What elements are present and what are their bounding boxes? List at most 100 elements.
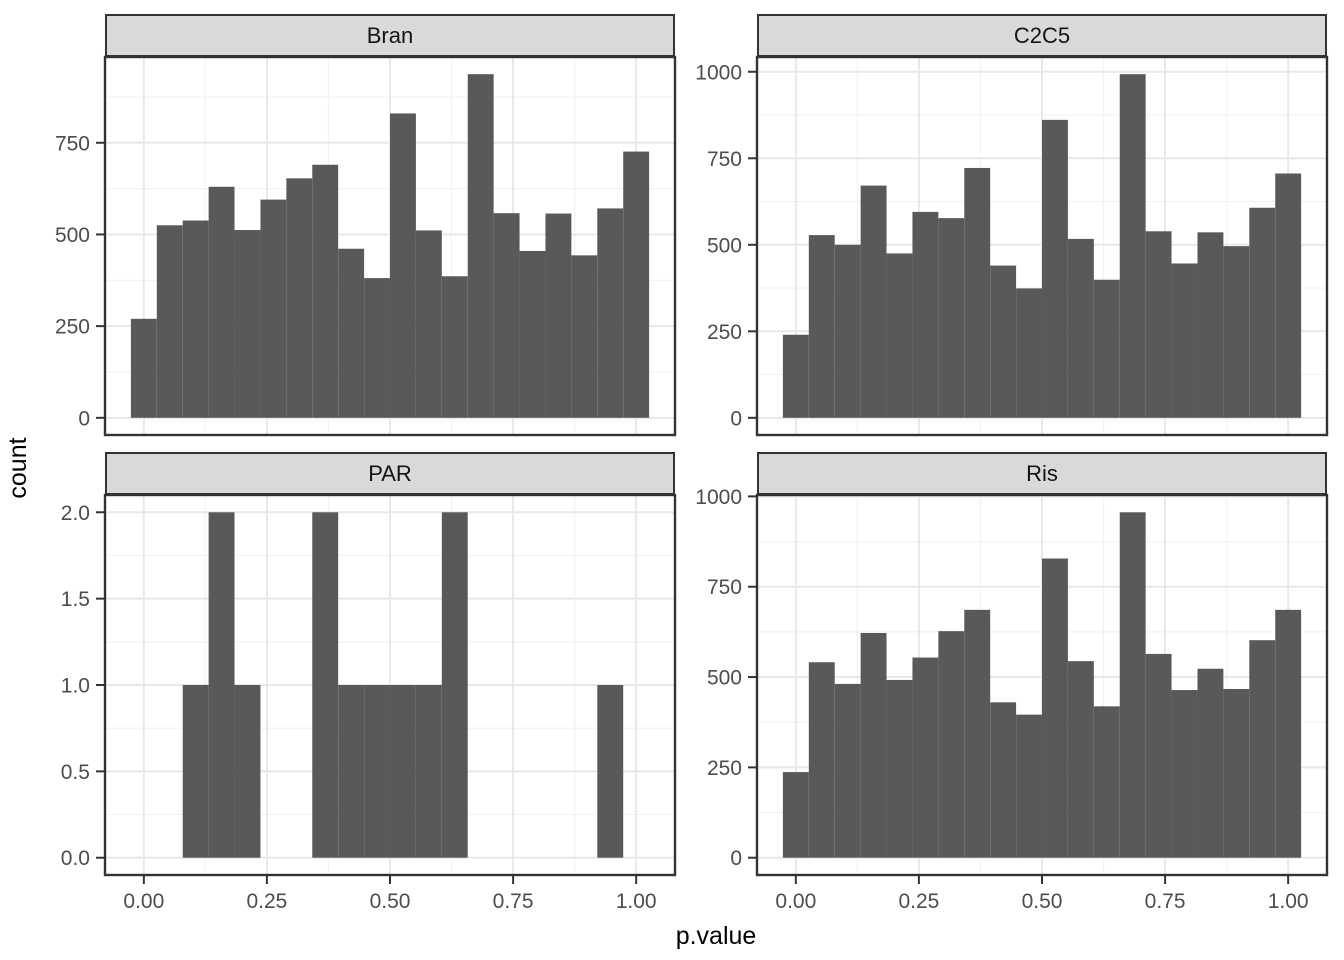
histogram-bar: [338, 685, 365, 858]
y-axis-tick-label: 0: [730, 847, 742, 870]
histogram-bar: [886, 679, 913, 858]
histogram-bar: [182, 220, 209, 418]
histogram-bar: [834, 683, 861, 858]
histogram-bar: [1275, 609, 1302, 858]
histogram-bar: [493, 213, 520, 418]
histogram-bar: [1042, 119, 1068, 418]
facet-strip-par: PAR: [105, 452, 675, 495]
histogram-bar: [1197, 668, 1224, 858]
panel-border: [755, 493, 1329, 877]
y-axis-tick-label: 750: [55, 132, 90, 155]
histogram-bar: [1171, 263, 1198, 418]
x-axis-tick-label: 0.25: [898, 890, 939, 913]
histogram-bar: [1171, 690, 1198, 858]
x-axis-tick-label: 0.50: [1022, 890, 1063, 913]
histogram-bar: [1145, 231, 1172, 418]
y-axis-tick-label: 0: [78, 407, 90, 430]
histogram-bar: [182, 685, 209, 858]
y-axis-tick-label: 750: [707, 148, 742, 171]
x-axis-tick-label: 0.00: [775, 890, 816, 913]
x-axis-tick-label: 0.00: [123, 890, 164, 913]
histogram-bar: [938, 218, 965, 418]
histogram-bar: [1275, 173, 1302, 418]
x-axis-title: p.value: [675, 922, 757, 950]
histogram-bar: [312, 512, 339, 858]
histogram-bar: [1016, 288, 1042, 418]
histogram-bar: [808, 662, 835, 858]
y-axis-tick-label: 500: [707, 667, 742, 690]
histogram-bar: [1223, 688, 1250, 858]
x-axis-tick-label: 0.25: [246, 890, 287, 913]
histogram-bar: [912, 657, 939, 858]
y-axis-tick-label: 0.5: [61, 761, 90, 784]
y-axis-tick-label: 1000: [695, 61, 742, 84]
histogram-bar: [545, 213, 572, 418]
facet-label-bran: Bran: [366, 22, 414, 48]
panel-border: [103, 55, 677, 437]
histogram-bar: [415, 230, 442, 418]
histogram-bar: [808, 235, 835, 418]
histogram-bar: [390, 685, 416, 858]
y-axis-tick-label: 0.0: [61, 847, 90, 870]
y-axis-tick-label: 250: [55, 316, 90, 339]
y-axis-tick-label: 1.5: [61, 588, 90, 611]
histogram-bar: [964, 167, 991, 418]
y-axis-tick-label: 1000: [695, 486, 742, 509]
histogram-bar: [964, 609, 991, 858]
y-axis-tick-label: 1.0: [61, 675, 90, 698]
histogram-bar: [519, 250, 546, 418]
histogram-bar: [415, 685, 442, 858]
panel-border: [103, 493, 677, 877]
histogram-bar: [260, 199, 287, 418]
histogram-bar: [571, 255, 598, 418]
y-axis-tick-label: 750: [707, 576, 742, 599]
x-axis-tick-label: 1.00: [1268, 890, 1309, 913]
histogram-bar: [597, 208, 624, 418]
histogram-bar: [623, 151, 650, 418]
histogram-bar: [364, 685, 390, 858]
histogram-bar: [1145, 653, 1172, 858]
x-axis-tick-label: 1.00: [616, 890, 657, 913]
facet-strip-bran: Bran: [105, 14, 675, 57]
y-axis-title: count: [4, 437, 32, 499]
y-axis-tick-label: 2.0: [61, 502, 90, 525]
x-axis-tick-label: 0.75: [1145, 890, 1186, 913]
histogram-bar: [130, 318, 157, 418]
histogram-bar: [156, 225, 183, 418]
histogram-bar: [597, 685, 624, 858]
histogram-bar: [390, 113, 416, 418]
y-axis-tick-label: 500: [707, 234, 742, 257]
histogram-bar: [1093, 706, 1120, 858]
histogram-bar: [886, 253, 913, 418]
histogram-bar: [467, 74, 494, 418]
histogram-bar: [1093, 279, 1120, 418]
histogram-bar: [1067, 661, 1094, 858]
y-axis-tick-label: 500: [55, 224, 90, 247]
histogram-bar: [286, 178, 313, 418]
histogram-bar: [1249, 640, 1276, 858]
histogram-bar: [338, 248, 365, 418]
histogram-bar: [1197, 232, 1224, 418]
facet-label-ris: Ris: [1026, 460, 1058, 486]
histogram-bar: [782, 334, 809, 418]
histogram-bar: [208, 186, 235, 418]
y-axis-tick-label: 0: [730, 407, 742, 430]
histogram-bar: [312, 164, 339, 418]
histogram-bar: [1223, 246, 1250, 418]
histogram-bar: [234, 685, 261, 858]
histogram-bar: [782, 772, 809, 858]
histogram-bar: [1067, 238, 1094, 418]
x-axis-tick-label: 0.50: [370, 890, 411, 913]
facet-label-par: PAR: [368, 460, 412, 486]
histogram-bar: [912, 211, 939, 418]
histogram-bar: [1016, 714, 1042, 858]
histogram-bar: [441, 512, 468, 858]
y-axis-tick-label: 250: [707, 321, 742, 344]
histogram-bar: [860, 632, 887, 858]
histogram-bar: [860, 185, 887, 418]
histogram-bar: [1042, 558, 1068, 858]
panel-border: [755, 55, 1329, 437]
histogram-bar: [208, 512, 235, 858]
